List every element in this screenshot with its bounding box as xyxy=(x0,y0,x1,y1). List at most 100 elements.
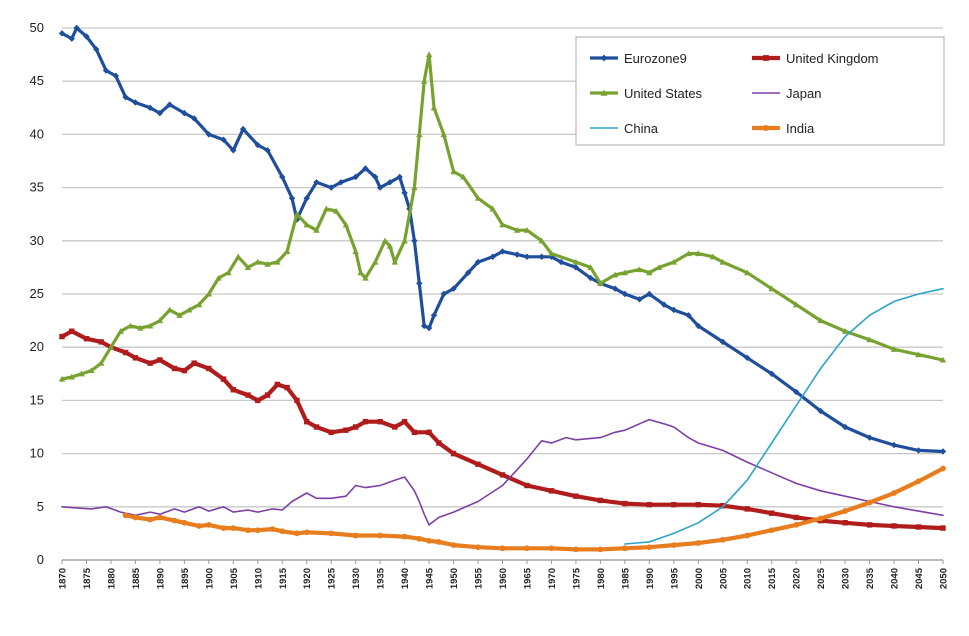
x-tick-label: 2020 xyxy=(792,568,803,589)
data-point xyxy=(499,221,506,228)
data-point xyxy=(793,522,800,528)
data-point xyxy=(523,226,531,233)
data-point xyxy=(313,424,320,430)
data-point xyxy=(611,285,619,292)
series-line-japan xyxy=(61,418,944,526)
x-tick-label: 1910 xyxy=(253,568,264,589)
data-point xyxy=(890,346,898,352)
data-point xyxy=(137,324,144,331)
x-tick-label: 1905 xyxy=(229,567,240,589)
data-point xyxy=(719,258,726,265)
data-point xyxy=(97,359,105,366)
data-point xyxy=(817,407,824,415)
data-point xyxy=(621,545,628,552)
data-point xyxy=(68,373,75,380)
x-tick-label: 2025 xyxy=(816,567,827,589)
data-point xyxy=(891,490,897,496)
data-point xyxy=(489,205,496,212)
data-point xyxy=(695,322,702,330)
data-point xyxy=(352,532,359,539)
x-tick-label: 2050 xyxy=(939,568,950,589)
data-point xyxy=(866,499,873,506)
data-point xyxy=(166,306,173,313)
legend-label: India xyxy=(786,121,815,136)
data-point xyxy=(274,381,281,388)
data-point xyxy=(377,532,384,539)
data-point xyxy=(220,376,227,382)
x-tick-label: 1875 xyxy=(82,567,93,589)
y-tick-label: 25 xyxy=(30,286,44,301)
data-point xyxy=(205,290,213,297)
data-point xyxy=(112,72,120,80)
data-point xyxy=(915,478,922,485)
data-point xyxy=(411,184,418,191)
data-point xyxy=(122,349,129,356)
data-point xyxy=(254,258,261,265)
data-point xyxy=(230,147,237,154)
data-point xyxy=(396,173,403,181)
y-tick-label: 10 xyxy=(30,446,44,461)
data-point xyxy=(391,258,399,265)
data-point xyxy=(269,526,276,533)
data-point xyxy=(377,418,383,425)
data-point xyxy=(205,131,213,138)
data-point xyxy=(695,501,701,508)
data-point xyxy=(220,525,227,531)
data-point xyxy=(416,535,423,542)
data-point xyxy=(768,527,775,534)
data-point xyxy=(450,450,457,457)
data-point xyxy=(122,93,129,101)
data-point xyxy=(386,242,394,249)
x-tick-label: 1900 xyxy=(204,568,215,589)
x-tick-label: 1990 xyxy=(645,568,656,589)
legend-marker xyxy=(600,54,608,62)
data-point xyxy=(744,354,751,362)
data-point xyxy=(83,335,90,342)
data-point xyxy=(499,472,506,478)
data-point xyxy=(343,427,349,433)
data-point xyxy=(157,514,163,521)
data-point xyxy=(548,545,555,552)
series-india xyxy=(122,465,946,553)
data-point xyxy=(817,317,824,324)
data-point xyxy=(239,125,247,133)
data-point xyxy=(636,266,643,273)
y-tick-label: 30 xyxy=(30,233,44,248)
legend-label: Eurozone9 xyxy=(624,51,687,66)
data-point xyxy=(548,250,555,257)
data-point xyxy=(392,424,398,430)
data-point xyxy=(83,33,90,40)
data-point xyxy=(646,501,653,508)
data-point xyxy=(401,533,408,540)
data-point xyxy=(327,184,335,191)
data-point xyxy=(284,384,290,391)
data-point xyxy=(890,441,898,449)
y-tick-label: 50 xyxy=(30,20,44,35)
data-point xyxy=(915,351,922,358)
x-tick-label: 1965 xyxy=(522,567,533,589)
data-point xyxy=(425,51,433,58)
data-point xyxy=(293,211,301,217)
data-point xyxy=(264,261,271,267)
data-point xyxy=(768,510,775,516)
legend-item-china: China xyxy=(590,121,659,136)
data-point xyxy=(274,258,281,265)
data-point xyxy=(440,290,447,298)
x-tick-label: 1945 xyxy=(425,567,436,589)
data-point xyxy=(538,253,545,260)
series-japan xyxy=(61,418,944,526)
x-tick-label: 1885 xyxy=(131,567,142,589)
data-point xyxy=(294,530,300,537)
data-point xyxy=(357,269,364,276)
data-point xyxy=(538,237,545,244)
legend-marker xyxy=(763,55,769,61)
legend: Eurozone9 United Kingdom United States Japa… xyxy=(575,36,945,146)
x-tick-label: 2030 xyxy=(841,568,852,589)
series-united-kingdom xyxy=(59,328,946,531)
data-point xyxy=(147,360,153,366)
series-lines xyxy=(58,24,947,553)
data-point xyxy=(313,179,320,186)
data-point xyxy=(670,306,678,314)
data-point xyxy=(362,418,369,425)
